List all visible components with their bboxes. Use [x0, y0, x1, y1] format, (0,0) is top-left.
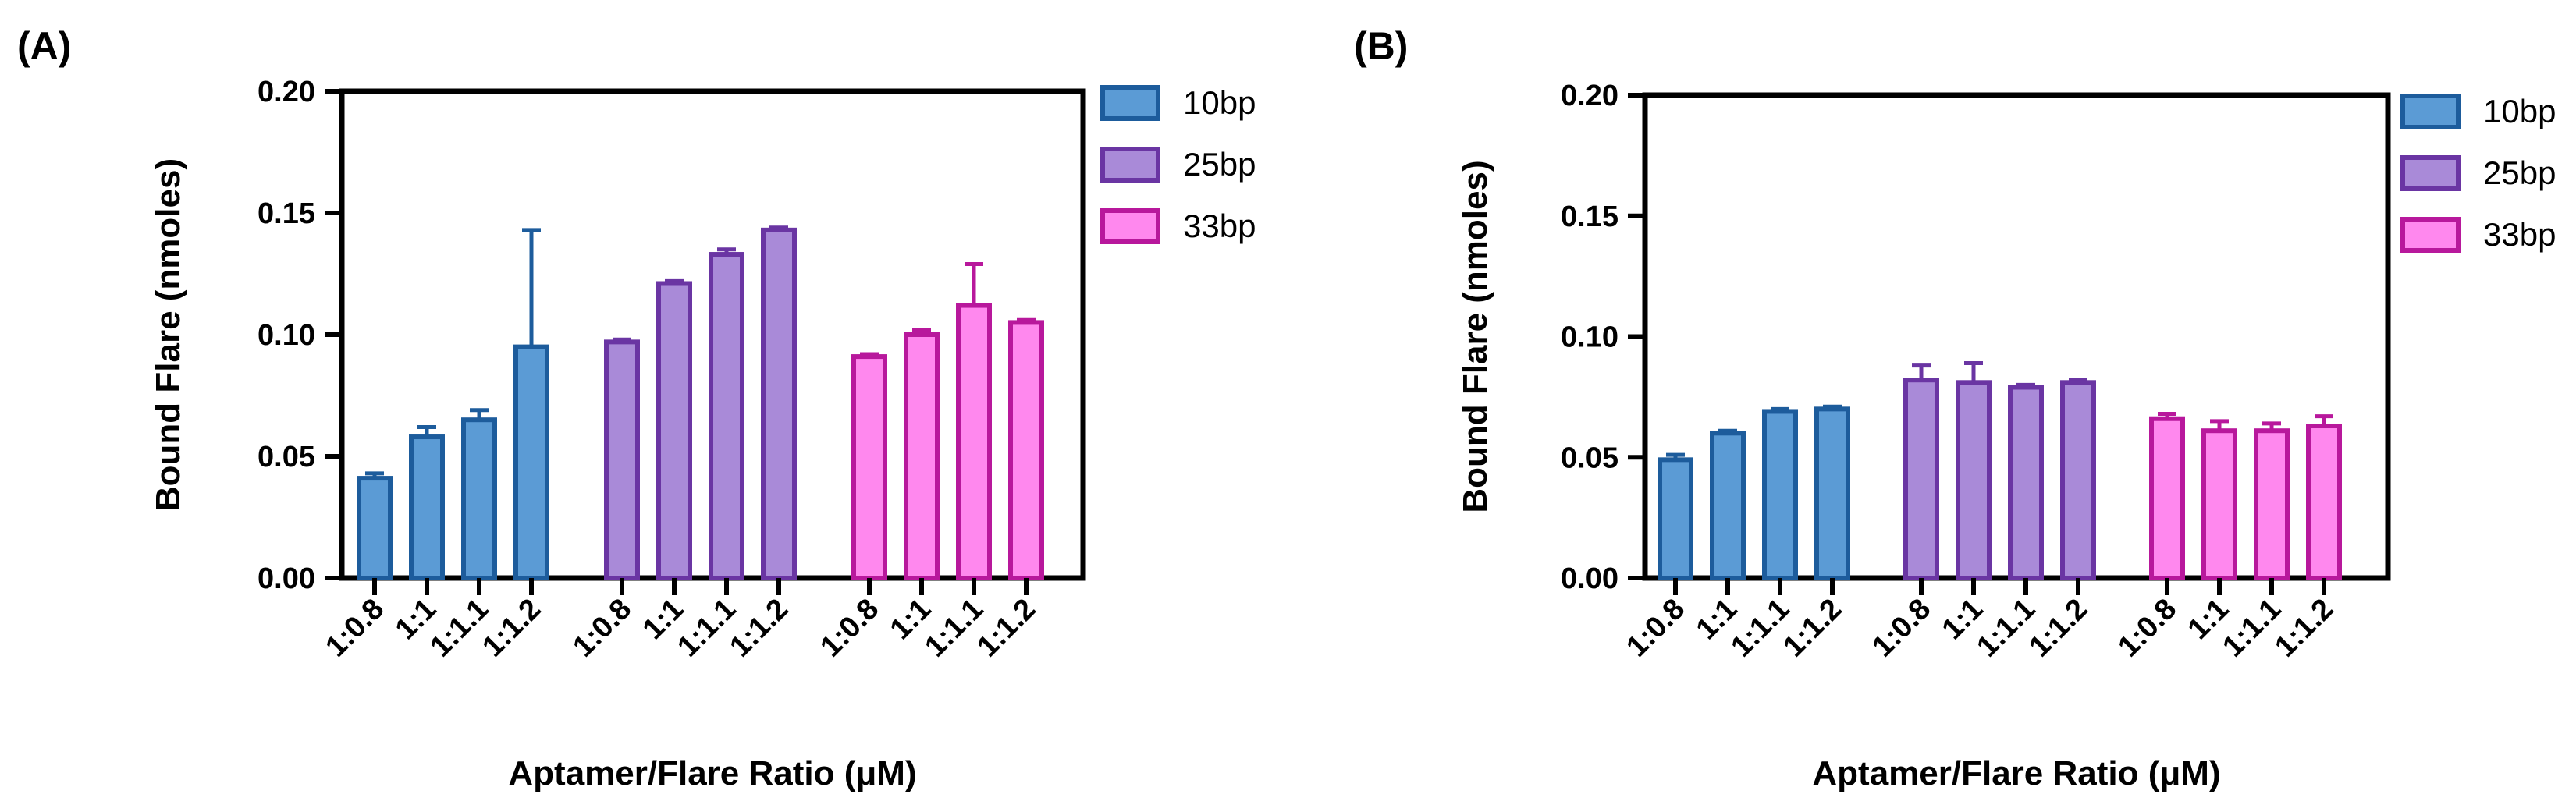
x-category-label: 1:0.8	[1620, 593, 1691, 664]
bar-33bp-1:1	[2201, 428, 2237, 581]
x-category-label: 1:1.1	[918, 593, 990, 664]
x-category-label: 1:1.2	[476, 593, 547, 664]
legend-label-10bp: 10bp	[2483, 93, 2556, 129]
x-category-label: 1:1.1	[1970, 593, 2041, 664]
x-category-label: 1:1.1	[671, 593, 742, 664]
bar-10bp-1:1	[1710, 431, 1746, 580]
bar-10bp-1:0.8	[357, 476, 393, 581]
x-category-label: 1:1.1	[424, 593, 495, 664]
y-tick-label: 0.10	[1561, 321, 1618, 354]
legend-label-10bp: 10bp	[1183, 84, 1256, 121]
y-tick-label: 0.00	[1561, 562, 1618, 595]
bar-25bp-1:0.8	[1903, 378, 1939, 580]
x-category-label: 1:1.2	[971, 593, 1042, 664]
legend-swatch-33bp	[2400, 217, 2461, 253]
bar-10bp-1:1	[409, 434, 445, 580]
bar-25bp-1:0.8	[604, 339, 640, 580]
bar-10bp-1:1.1	[1762, 409, 1798, 580]
legend-swatch-25bp	[1100, 147, 1160, 183]
chart-panel-b: (B)0.000.050.100.150.201:0.81:11:1.11:1.…	[1354, 24, 2556, 792]
bar-10bp-1:1.1	[461, 417, 497, 581]
x-category-label: 1:0.8	[1866, 593, 1937, 664]
y-tick-label: 0.00	[258, 562, 315, 595]
y-axis-title: Bound Flare (nmoles)	[1456, 160, 1494, 512]
y-tick-label: 0.20	[258, 76, 315, 108]
x-category-label: 1:0.8	[2112, 593, 2183, 664]
bar-10bp-1:1.2	[513, 344, 549, 580]
legend-swatch-33bp	[1100, 208, 1160, 244]
bar-33bp-1:0.8	[2149, 416, 2185, 580]
legend-label-25bp: 25bp	[2483, 154, 2556, 191]
bar-25bp-1:1.1	[2008, 385, 2044, 580]
y-tick-label: 0.15	[258, 197, 315, 230]
x-category-label: 1:1.1	[2216, 593, 2287, 664]
legend-swatch-10bp	[2400, 94, 2461, 129]
chart-panel-a: (A)0.000.050.100.150.201:0.81:11:1.11:1.…	[17, 24, 1256, 792]
x-category-label: 1:0.8	[319, 593, 390, 664]
bar-33bp-1:1.2	[2306, 424, 2342, 581]
bar-33bp-1:1.1	[956, 303, 992, 580]
panel-label: (B)	[1354, 24, 1408, 68]
x-category-label: 1:1.2	[1777, 593, 1848, 664]
y-tick-label: 0.20	[1561, 80, 1618, 112]
bar-25bp-1:1	[1956, 380, 1992, 580]
legend-swatch-10bp	[1100, 85, 1160, 121]
x-category-label: 1:0.8	[567, 593, 638, 664]
bar-10bp-1:1.2	[1814, 406, 1850, 580]
x-category-label: 1:1.2	[2023, 593, 2094, 664]
bar-10bp-1:0.8	[1658, 457, 1693, 580]
y-tick-label: 0.05	[258, 441, 315, 473]
bar-25bp-1:1.1	[709, 252, 744, 580]
bar-25bp-1:1.2	[761, 227, 797, 580]
panel-label: (A)	[17, 24, 71, 68]
bar-33bp-1:1.2	[1008, 320, 1044, 580]
legend-label-25bp: 25bp	[1183, 146, 1256, 183]
x-category-label: 1:0.8	[814, 593, 885, 664]
y-axis-title: Bound Flare (nmoles)	[149, 158, 187, 511]
bar-33bp-1:1	[904, 332, 940, 580]
bar-33bp-1:1.1	[2254, 428, 2290, 581]
y-tick-label: 0.05	[1561, 441, 1618, 474]
x-category-label: 1:1.1	[1725, 593, 1796, 664]
x-category-label: 1:1.2	[723, 593, 794, 664]
legend-swatch-25bp	[2400, 155, 2461, 191]
legend-label-33bp: 33bp	[2483, 216, 2556, 253]
x-axis-title: Aptamer/Flare Ratio (μM)	[1812, 754, 2220, 792]
bar-33bp-1:0.8	[851, 354, 887, 580]
legend-label-33bp: 33bp	[1183, 207, 1256, 244]
x-category-label: 1:1.2	[2269, 593, 2340, 664]
bar-25bp-1:1	[656, 281, 692, 580]
y-tick-label: 0.10	[258, 319, 315, 352]
y-tick-label: 0.15	[1561, 200, 1618, 233]
x-axis-title: Aptamer/Flare Ratio (μM)	[508, 754, 916, 792]
bar-25bp-1:1.2	[2060, 380, 2096, 580]
